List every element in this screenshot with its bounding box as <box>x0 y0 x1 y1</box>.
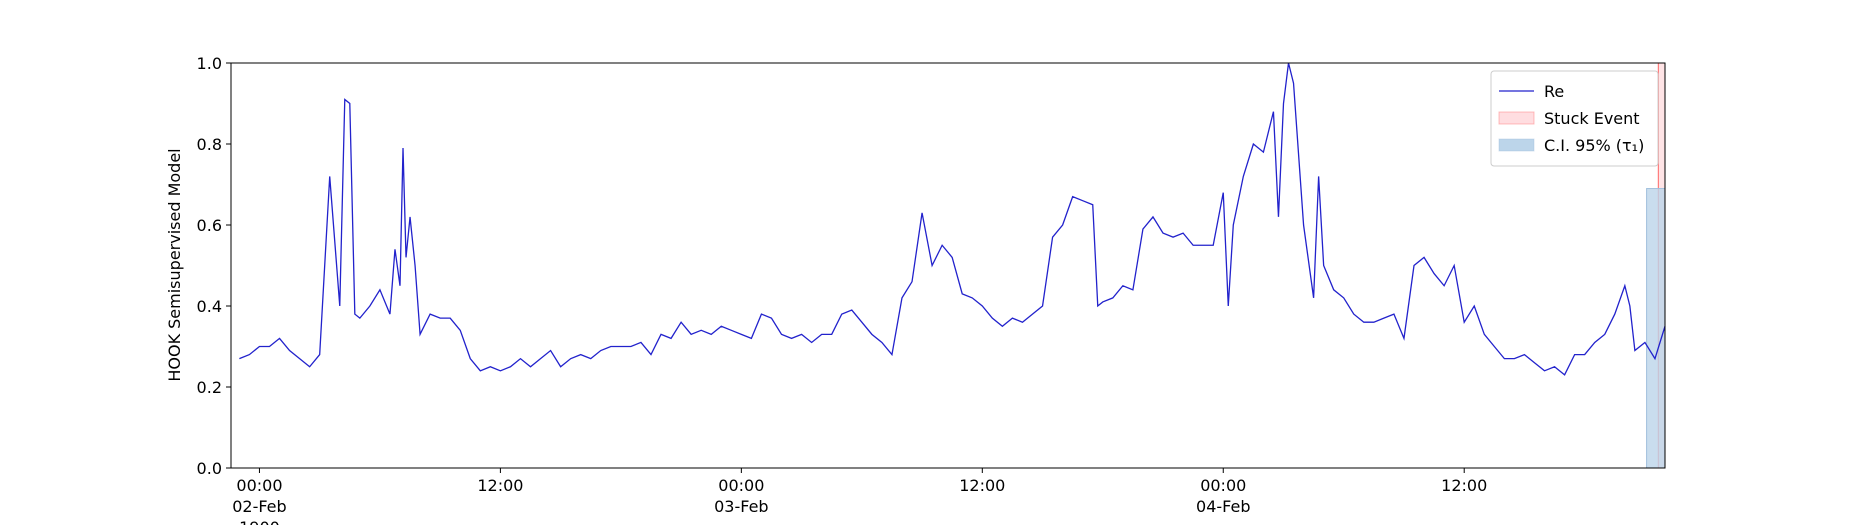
y-tick-label: 0.8 <box>197 135 222 154</box>
legend-label: Stuck Event <box>1544 109 1640 128</box>
y-tick-label: 0.0 <box>197 459 222 478</box>
x-tick-label: 04-Feb <box>1196 497 1250 516</box>
plot-frame <box>230 62 1666 469</box>
y-tick-label: 0.2 <box>197 378 222 397</box>
x-tick-label: 1900 <box>239 518 280 525</box>
y-tick-label: 0.6 <box>197 216 222 235</box>
x-tick-label: 00:00 <box>236 476 282 495</box>
y-tick-label: 1.0 <box>197 54 222 73</box>
x-tick-label: 03-Feb <box>714 497 768 516</box>
span <box>1646 188 1666 469</box>
x-tick-label: 02-Feb <box>232 497 286 516</box>
y-axis-label: HOOK Semisupervised Model <box>165 148 184 381</box>
y-tick-label: 0.4 <box>197 297 222 316</box>
legend-label: C.I. 95% (τ₁) <box>1544 136 1644 155</box>
x-tick-label: 12:00 <box>1441 476 1487 495</box>
legend-swatch <box>1498 138 1535 152</box>
x-tick-label: 12:00 <box>477 476 523 495</box>
legend: Re Stuck Event C.I. 95% (τ₁) <box>1490 70 1659 167</box>
legend-swatch <box>1498 111 1535 125</box>
x-tick-label: 00:00 <box>1200 476 1246 495</box>
legend-label: Re <box>1544 82 1564 101</box>
data-line <box>239 62 1666 376</box>
x-tick-label: 12:00 <box>959 476 1005 495</box>
x-tick-label: 00:00 <box>718 476 764 495</box>
